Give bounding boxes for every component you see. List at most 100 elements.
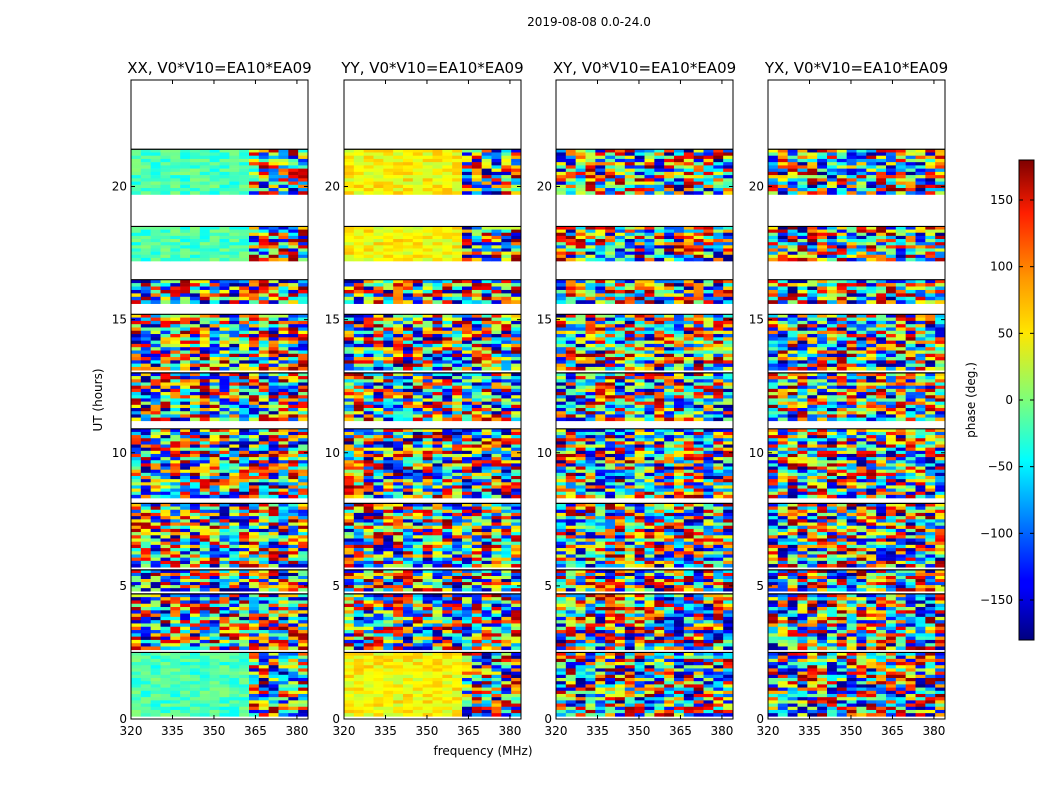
heatmap-cell [442, 616, 453, 621]
heatmap-cell [278, 438, 289, 442]
heatmap-cell [268, 607, 279, 611]
heatmap-cell [422, 616, 433, 621]
heatmap-cell [170, 353, 181, 358]
heatmap-cell [471, 450, 482, 455]
heatmap-cell [190, 431, 201, 436]
heatmap-cell [412, 327, 423, 332]
heatmap-cell [150, 248, 161, 252]
heatmap-cell [229, 457, 240, 461]
heatmap-cell [249, 188, 260, 192]
heatmap-cell [249, 286, 260, 291]
heatmap-cell [199, 671, 210, 676]
heatmap-cell [150, 188, 161, 192]
heatmap-cell [471, 572, 482, 577]
heatmap-cell [140, 616, 151, 621]
heatmap-cell [403, 463, 414, 467]
heatmap-cell [170, 579, 181, 583]
heatmap-cell [353, 408, 364, 412]
heatmap-cell [471, 317, 482, 322]
heatmap-cell [481, 340, 492, 345]
heatmap-cell [481, 337, 492, 341]
heatmap-cell [150, 706, 161, 711]
heatmap-cell [403, 447, 414, 452]
heatmap-cell [239, 235, 250, 240]
heatmap-cell [412, 564, 423, 568]
heatmap-cell [249, 697, 260, 701]
heatmap-cell [393, 382, 404, 386]
heatmap-cell [471, 512, 482, 517]
heatmap-cell [268, 431, 279, 436]
heatmap-cell [501, 597, 512, 601]
heatmap-cell [442, 684, 453, 688]
heatmap-cell [160, 330, 171, 335]
heatmap-cell [383, 411, 394, 415]
heatmap-cell [363, 350, 374, 355]
heatmap-cell [452, 279, 463, 284]
heatmap-cell [353, 401, 364, 406]
heatmap-cell [442, 678, 453, 682]
heatmap-cell [140, 528, 151, 533]
heatmap-cell [190, 360, 201, 364]
heatmap-cell [353, 582, 364, 586]
heatmap-cell [383, 453, 394, 458]
heatmap-cell [219, 411, 230, 415]
heatmap-cell [422, 538, 433, 542]
heatmap-cell [288, 158, 299, 163]
heatmap-cell [393, 607, 404, 611]
heatmap-cell [131, 460, 142, 464]
heatmap-cell [491, 428, 502, 433]
heatmap-cell [170, 684, 181, 688]
heatmap-cell [268, 149, 279, 153]
heatmap-cell [442, 597, 453, 601]
heatmap-cell [403, 665, 414, 669]
heatmap-cell [160, 548, 171, 552]
heatmap-cell [344, 516, 355, 520]
heatmap-cell [258, 438, 269, 442]
heatmap-cell [432, 623, 443, 628]
heatmap-cell [383, 353, 394, 358]
heatmap-cell [373, 636, 384, 641]
heatmap-cell [383, 279, 394, 284]
heatmap-cell [180, 603, 191, 608]
heatmap-cell [229, 528, 240, 533]
heatmap-cell [258, 623, 269, 628]
heatmap-cell [239, 469, 250, 474]
heatmap-cell [199, 248, 210, 252]
heatmap-cell [180, 372, 191, 377]
heatmap-cell [462, 600, 473, 605]
heatmap-cell [150, 404, 161, 409]
heatmap-cell [199, 639, 210, 644]
heatmap-cell [229, 392, 240, 396]
heatmap-cell [199, 324, 210, 328]
heatmap-cell [140, 482, 151, 486]
heatmap-cell [353, 665, 364, 669]
heatmap-cell [278, 636, 289, 641]
heatmap-cell [180, 466, 191, 470]
heatmap-cell [471, 509, 482, 514]
heatmap-cell [180, 532, 191, 536]
heatmap-cell [131, 226, 142, 230]
heatmap-cell [190, 713, 201, 717]
heatmap-cell [471, 564, 482, 568]
heatmap-cell [160, 300, 171, 304]
heatmap-cell [288, 435, 299, 439]
heatmap-cell [150, 330, 161, 335]
heatmap-cell [249, 597, 260, 601]
heatmap-cell [452, 626, 463, 631]
heatmap-cell [383, 343, 394, 348]
heatmap-cell [383, 690, 394, 695]
heatmap-cell [422, 610, 433, 614]
heatmap-cell [353, 548, 364, 552]
heatmap-cell [491, 324, 502, 328]
heatmap-cell [131, 296, 142, 301]
heatmap-cell [452, 643, 463, 647]
heatmap-cell [442, 551, 453, 555]
heatmap-cell [268, 320, 279, 325]
heatmap-cell [501, 472, 512, 477]
heatmap-cell [383, 607, 394, 611]
heatmap-cell [160, 674, 171, 679]
heatmap-cell [239, 479, 250, 483]
heatmap-cell [258, 488, 269, 493]
heatmap-cell [422, 503, 433, 507]
heatmap-cell [239, 463, 250, 467]
